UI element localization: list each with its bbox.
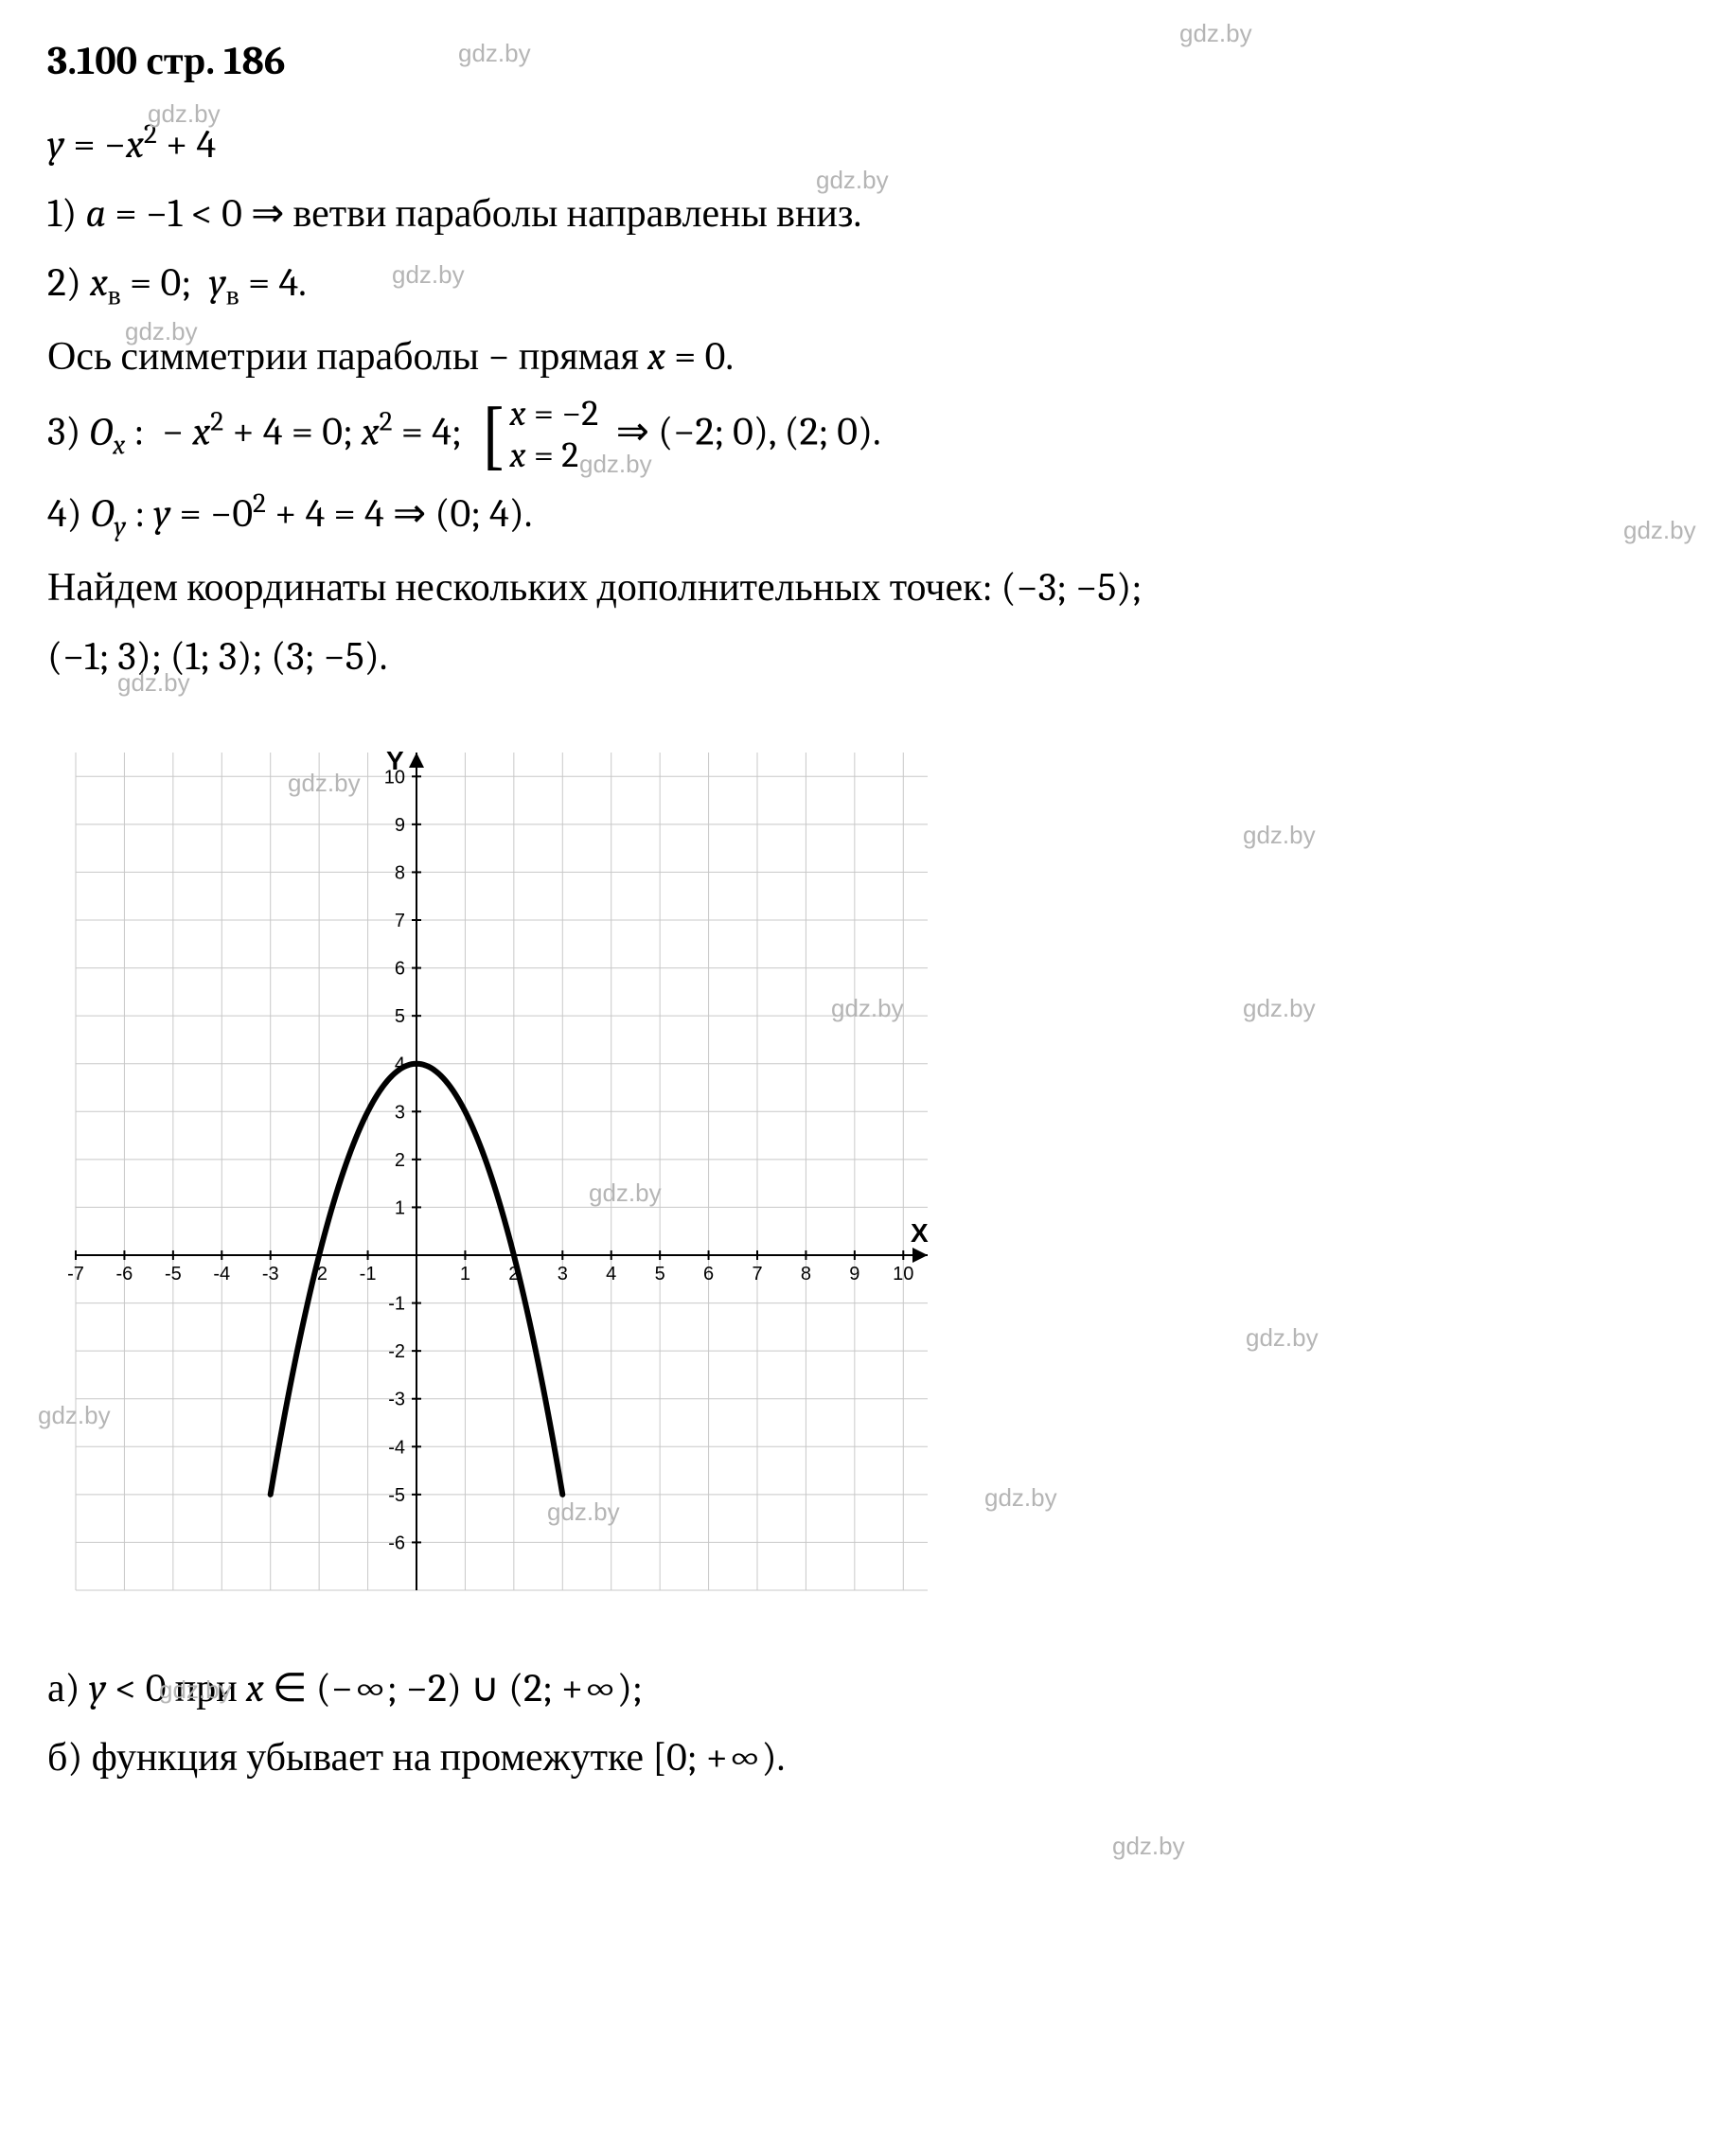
step-2: 2) xв = 0; yв = 4. [47,251,1689,318]
svg-text:3: 3 [558,1264,568,1285]
svg-text:8: 8 [395,863,405,884]
main-equation: y = −x2 + 4 [47,113,1689,176]
symmetry-line: Ось симметрии параболы − прямая x = 0. [47,325,1689,388]
svg-text:4: 4 [606,1264,616,1285]
svg-text:-3: -3 [262,1264,279,1285]
problem-title: 3.100 стр. 186 [47,38,1689,84]
system-row-2: x = 2 [510,435,599,477]
svg-text:-7: -7 [67,1264,84,1285]
svg-text:2: 2 [395,1150,405,1171]
svg-text:10: 10 [893,1264,913,1285]
svg-text:Y: Y [386,746,404,775]
svg-text:7: 7 [395,911,405,931]
step-1: 1) a = −1 < 0 ⇒ ветви параболы направлен… [47,182,1689,245]
equation-system: [ x = −2 x = 2 [480,394,599,476]
svg-text:5: 5 [655,1264,665,1285]
svg-text:-5: -5 [388,1485,405,1506]
svg-text:X: X [911,1218,929,1248]
svg-text:-6: -6 [116,1264,133,1285]
svg-text:-1: -1 [388,1294,405,1315]
extra-points-2: (−1; 3); (1; 3); (3; −5). [47,625,1689,688]
parabola-chart: -7-6-5-4-3-2-112345678910-6-5-4-3-2-1123… [47,724,1689,1622]
step-3: 3) Ox : − x2 + 4 = 0; x2 = 4; [ x = −2 x… [47,394,1689,476]
answer-b: б) функция убывает на промежутке [0; +∞)… [47,1726,1689,1789]
svg-text:-4: -4 [213,1264,230,1285]
left-bracket-icon: [ [480,413,506,458]
svg-text:8: 8 [801,1264,811,1285]
svg-text:9: 9 [395,815,405,836]
svg-text:-4: -4 [388,1437,405,1458]
svg-text:1: 1 [395,1198,405,1219]
step-4: 4) Oy : y = −02 + 4 = 4 ⇒ (0; 4). [47,482,1689,549]
svg-text:-1: -1 [360,1264,377,1285]
svg-text:-6: -6 [388,1533,405,1554]
svg-text:7: 7 [752,1264,762,1285]
extra-points-1: Найдем координаты нескольких дополнитель… [47,556,1689,619]
answer-a: а) y < 0 при x ∈ (−∞; −2) ∪ (2; +∞); [47,1657,1689,1720]
svg-text:1: 1 [460,1264,470,1285]
svg-text:-2: -2 [388,1341,405,1362]
svg-text:6: 6 [703,1264,714,1285]
svg-text:9: 9 [849,1264,859,1285]
svg-text:-3: -3 [388,1390,405,1410]
svg-text:3: 3 [395,1102,405,1123]
watermark: gdz.by [1112,1832,1185,1861]
system-row-1: x = −2 [510,394,599,435]
svg-text:5: 5 [395,1006,405,1027]
svg-text:6: 6 [395,959,405,980]
svg-text:-5: -5 [165,1264,182,1285]
